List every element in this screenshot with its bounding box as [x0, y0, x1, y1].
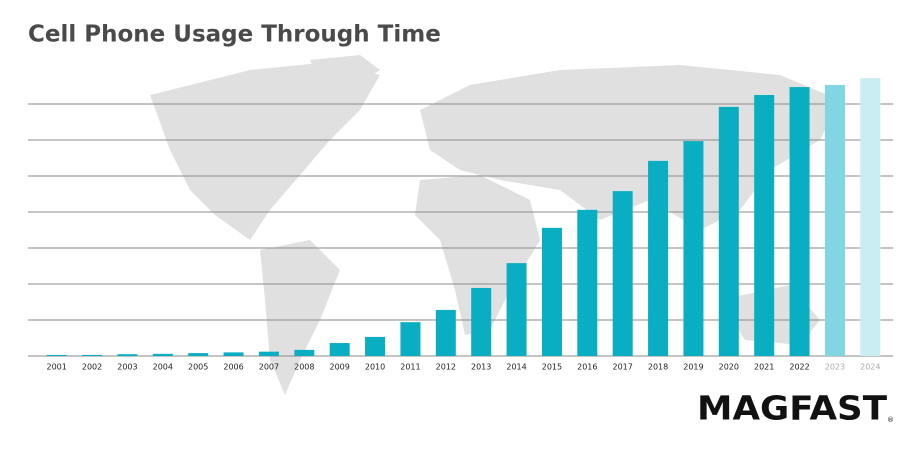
x-tick-label: 2019 — [683, 363, 703, 372]
logo: MAGFAST — [697, 389, 888, 428]
bar — [789, 87, 810, 356]
logo-mark: ® — [887, 416, 894, 424]
bar — [648, 160, 669, 356]
bar — [46, 354, 67, 356]
x-tick-label: 2008 — [294, 363, 314, 372]
bar — [860, 78, 881, 356]
x-tick-label: 2012 — [436, 363, 456, 372]
bar — [400, 322, 421, 356]
x-tick-label: 2009 — [330, 363, 350, 372]
bar — [683, 141, 704, 356]
x-tick-label: 2013 — [471, 363, 491, 372]
bar — [435, 309, 456, 356]
bar — [506, 263, 527, 356]
x-tick-label: 2017 — [613, 363, 633, 372]
x-tick-label: 2022 — [789, 363, 809, 372]
bar — [824, 84, 845, 357]
bar — [223, 352, 244, 356]
x-tick-label: 2002 — [82, 363, 102, 372]
bar — [258, 351, 279, 356]
bar — [612, 191, 633, 356]
bar — [188, 353, 209, 356]
chart-title: Cell Phone Usage Through Time — [28, 22, 441, 48]
bar — [365, 336, 386, 356]
x-tick-label: 2015 — [542, 363, 562, 372]
x-tick-label: 2005 — [188, 363, 208, 372]
bar — [152, 353, 173, 356]
x-tick-label: 2001 — [47, 363, 67, 372]
bar — [82, 354, 103, 356]
x-tick-label: 2011 — [400, 363, 420, 372]
x-tick-label: 2016 — [577, 363, 597, 372]
x-tick-label: 2020 — [719, 363, 739, 372]
bar — [754, 95, 775, 356]
bar — [577, 209, 598, 356]
bar — [329, 343, 350, 356]
x-tick-label: 2024 — [860, 363, 880, 372]
x-tick-label: 2014 — [506, 363, 526, 372]
x-tick-label: 2003 — [117, 363, 137, 372]
bar — [117, 354, 138, 356]
bar — [294, 349, 315, 356]
x-tick-label: 2004 — [153, 363, 173, 372]
bar — [471, 287, 492, 356]
x-tick-label: 2021 — [754, 363, 774, 372]
x-tick-label: 2018 — [648, 363, 668, 372]
x-tick-label: 2007 — [259, 363, 279, 372]
x-tick-label: 2010 — [365, 363, 385, 372]
x-tick-label: 2023 — [825, 363, 845, 372]
bar — [718, 106, 739, 356]
x-tick-label: 2006 — [223, 363, 243, 372]
bar — [541, 227, 562, 356]
